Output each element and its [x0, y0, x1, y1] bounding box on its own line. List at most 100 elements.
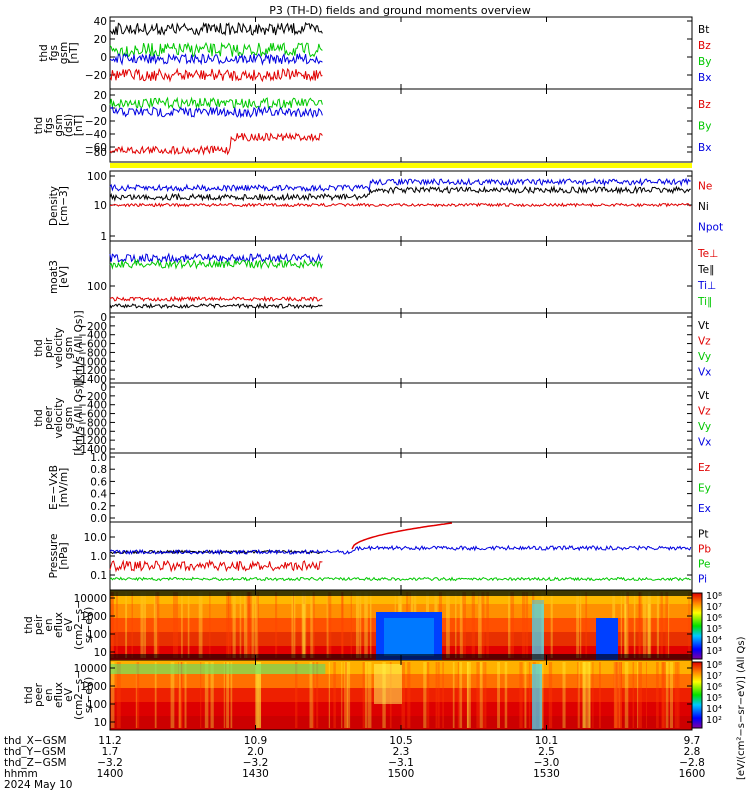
y-tick-label: 10000	[74, 663, 107, 675]
spectrogram-streak	[442, 662, 444, 728]
spectrogram-streak	[482, 662, 484, 728]
y-tick-label: 1000	[80, 611, 107, 623]
legend-pb: Pb	[698, 544, 711, 556]
spectrogram-streak	[466, 662, 471, 728]
legend-vt: Vt	[698, 320, 709, 332]
y-label-line: [km/s (All Qs)]	[73, 380, 85, 455]
spectrogram-streak	[478, 592, 480, 658]
spectrogram-streak	[223, 662, 225, 728]
chart-title: P3 (TH-D) fields and ground moments over…	[269, 4, 531, 17]
legend-bx: Bx	[698, 142, 711, 154]
spectrogram-streak	[638, 592, 642, 658]
spectrogram-streak	[341, 662, 343, 728]
legend-bx: Bx	[698, 72, 711, 84]
orbit-z-value: −3.2	[97, 757, 123, 769]
legend-by: By	[698, 56, 711, 68]
colorbar-label: [eV/(cm²−s−sr−eV)] (All Qs)	[736, 636, 747, 780]
spectrogram-streak	[592, 662, 594, 728]
series-by	[109, 41, 323, 58]
y-label-line: [nT]	[68, 42, 80, 63]
colorbar-tick: 10⁶	[706, 682, 722, 693]
spectrogram-streak	[645, 662, 647, 728]
legend-vx: Vx	[698, 436, 711, 448]
spectrogram-gap	[532, 600, 544, 660]
spectrogram-streak	[579, 592, 582, 658]
spectrogram-streak	[665, 592, 669, 658]
orbit-y-value: 1.7	[102, 746, 119, 758]
spectrogram-streak	[225, 662, 227, 728]
spectrogram-streak	[230, 662, 233, 728]
spectrogram-streak	[455, 592, 457, 658]
colorbar-tick: 10⁷	[706, 602, 722, 613]
y-label-line: moat3	[48, 260, 60, 294]
y-tick-label: −80	[85, 147, 107, 159]
spectrogram-streak	[407, 662, 411, 728]
y-tick-label: 0.1	[90, 570, 107, 582]
spectrogram-streak	[302, 592, 305, 658]
orbit-row-label: thd_X−GSM	[4, 735, 67, 747]
spectrogram-streak	[638, 662, 642, 728]
legend-ex: Ex	[698, 503, 711, 515]
orbit-z-value: −3.1	[388, 757, 414, 769]
y-label-line: (cm2−s−	[73, 600, 85, 650]
spectrogram-streak	[669, 662, 674, 728]
spectrogram-streak	[367, 662, 372, 728]
legend-vx: Vx	[698, 366, 711, 378]
orbit-y-value: 2.0	[247, 746, 264, 758]
spectrogram-streak	[510, 592, 515, 658]
y-label-line: [mV/m]	[58, 468, 70, 507]
spectrogram-streak	[614, 662, 618, 728]
y-label-line: Density	[48, 186, 60, 226]
spectrogram-streak	[248, 592, 253, 658]
spectrogram-streak	[619, 662, 622, 728]
legend-te: Te⊥	[697, 248, 718, 260]
spectrogram-streak	[326, 592, 329, 658]
y-label-line: (cm2−s−	[73, 670, 85, 720]
spectrogram-streak	[437, 662, 440, 728]
y-tick-label: 10000	[74, 593, 107, 605]
spectrogram-streak	[110, 592, 114, 658]
y-tick-label: 0.4	[90, 489, 107, 501]
spectrogram-streak	[293, 592, 295, 658]
y-label-line: peir	[43, 337, 55, 358]
colorbar-tick: 10⁷	[706, 671, 722, 682]
panel-peir_eflux: 10000100010010thdpeirenefluxeV(cm2−s−sr−…	[23, 589, 693, 661]
y-label-line: eV	[63, 617, 75, 631]
series-pi	[109, 544, 692, 556]
legend-ti: Ti∥	[697, 296, 712, 308]
y-tick-label: 1	[100, 231, 107, 243]
series-pb	[109, 559, 323, 573]
spectrogram-streak	[662, 662, 666, 728]
spectrogram-streak	[140, 592, 144, 658]
spectrogram-streak	[131, 592, 133, 658]
series-bx	[109, 52, 323, 66]
series-ni	[109, 185, 691, 202]
spectrogram-streak	[198, 592, 203, 658]
legend-vy: Vy	[698, 421, 711, 433]
spectrogram-streak	[181, 592, 183, 658]
spectrogram-streak	[504, 662, 508, 728]
colorbar-upper	[691, 592, 703, 660]
y-label-line: sr−eV)	[83, 677, 95, 713]
spectrogram-streak	[427, 662, 430, 728]
y-tick-label: −1000	[71, 426, 107, 438]
spectrogram-streak	[155, 592, 160, 658]
spectrogram-streak	[177, 662, 181, 728]
y-label-line: thd	[33, 339, 45, 356]
y-tick-label: 100	[87, 171, 107, 183]
spectrogram-streak	[665, 662, 669, 728]
y-label-line: thd	[33, 409, 45, 426]
spectrogram-streak	[524, 662, 527, 728]
y-axis-label: Density[cm−3]	[48, 186, 70, 226]
y-label-line: gsm	[63, 337, 75, 359]
y-tick-label: 0	[100, 312, 107, 324]
y-tick-label: 1000	[80, 681, 107, 693]
spectrogram-streak	[462, 592, 466, 658]
spectrogram-low-energy-patch	[596, 618, 618, 660]
y-label-line: [cm−3]	[58, 186, 70, 226]
spectrogram-streak	[620, 592, 623, 658]
spectrogram-streak	[476, 662, 480, 728]
